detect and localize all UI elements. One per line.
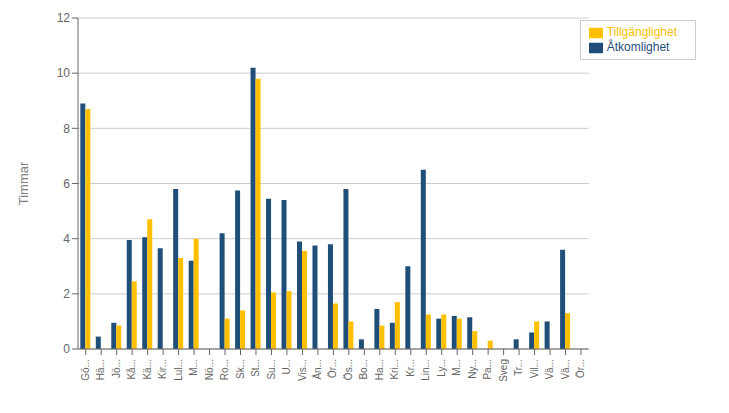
svg-text:M...: M...	[188, 359, 199, 376]
html-text:Tillgänglighet: Tillgänglighet	[606, 25, 677, 39]
svg-text:Ör...: Ör...	[327, 359, 338, 378]
svg-text:12: 12	[57, 11, 71, 25]
svg-text:Vä...: Vä...	[544, 359, 555, 380]
svg-text:Ha...: Ha...	[374, 359, 385, 380]
svg-text:Su...: Su...	[266, 359, 277, 380]
svg-text:Kä...: Kä...	[142, 359, 153, 380]
svg-text:10: 10	[57, 66, 71, 80]
svg-text:Nö...: Nö...	[204, 359, 215, 380]
svg-text:Gö...: Gö...	[80, 359, 91, 381]
svg-text:Sk...: Sk...	[235, 359, 246, 379]
svg-text:Lin...: Lin...	[420, 359, 431, 381]
svg-text:Vä...: Vä...	[560, 359, 571, 380]
svg-text:Ör...: Ör...	[575, 359, 586, 378]
html-text:Åtkomlighet: Åtkomlighet	[606, 39, 670, 54]
svg-text:U...: U...	[281, 359, 292, 375]
svg-text:St...: St...	[250, 359, 261, 377]
svg-text:Jö...: Jö...	[111, 359, 122, 378]
svg-text:Vis...: Vis...	[297, 359, 308, 381]
svg-text:2: 2	[63, 287, 70, 301]
svg-text:Kr...: Kr...	[405, 359, 416, 377]
svg-text:M...: M...	[451, 359, 462, 376]
svg-text:Lul...: Lul...	[173, 359, 184, 381]
svg-text:Kri...: Kri...	[389, 359, 400, 380]
svg-text:Ro...: Ro...	[219, 359, 230, 380]
svg-text:Timmar: Timmar	[16, 161, 31, 205]
svg-text:Bo...: Bo...	[358, 359, 369, 380]
svg-text:Vil...: Vil...	[529, 359, 540, 378]
svg-text:Kå...: Kå...	[126, 359, 137, 380]
svg-text:Ly...: Ly...	[436, 359, 447, 377]
svg-text:Tr...: Tr...	[513, 359, 524, 376]
svg-text:Sveg: Sveg	[498, 359, 509, 382]
svg-text:Pa...: Pa...	[482, 359, 493, 380]
svg-text:6: 6	[63, 177, 70, 191]
svg-text:4: 4	[63, 232, 70, 246]
svg-text:Ös...: Ös...	[343, 359, 354, 380]
svg-text:Hä...: Hä...	[95, 359, 106, 380]
svg-text:Kir...: Kir...	[157, 359, 168, 379]
svg-text:Ny...: Ny...	[467, 359, 478, 379]
svg-text:Än...: Än...	[312, 359, 323, 380]
svg-text:0: 0	[63, 342, 70, 356]
svg-text:8: 8	[63, 122, 70, 136]
